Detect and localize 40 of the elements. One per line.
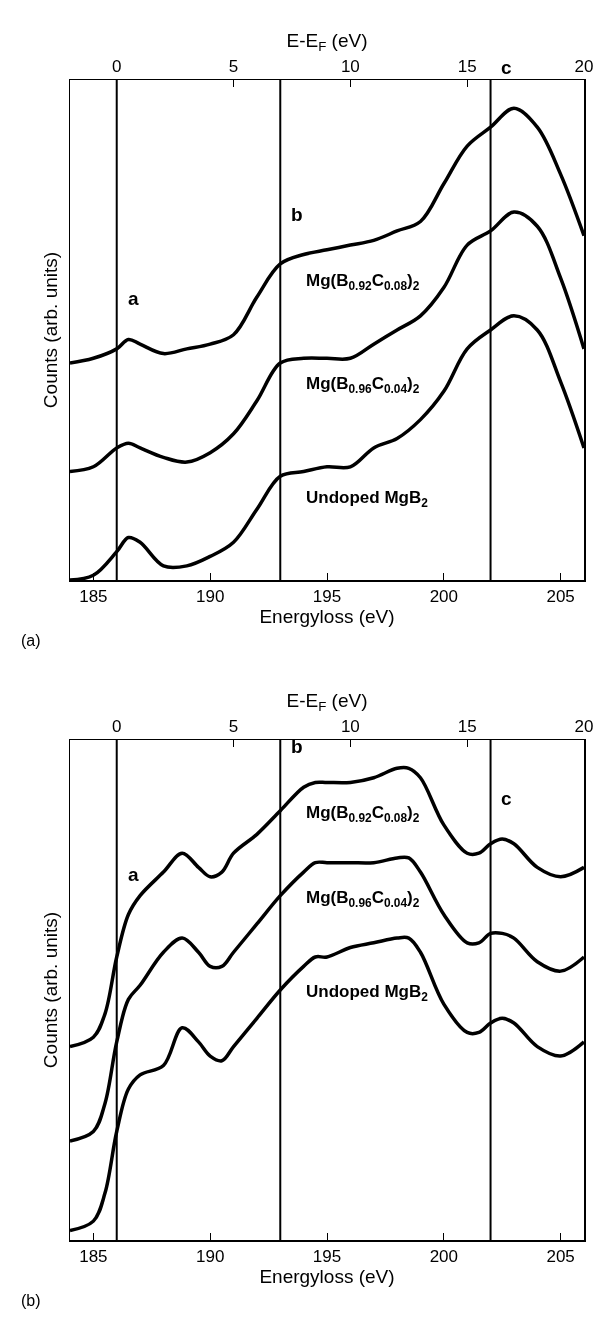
x-axis-title: Energyloss (eV) (259, 1265, 395, 1287)
x-tick-label: 190 (195, 586, 225, 606)
annotation: a (128, 864, 139, 885)
x2-tick-label: 5 (228, 56, 239, 76)
x-tick-label: 195 (312, 1246, 342, 1266)
series-label: Mg(B$_{0.92}$C$_{0.08}$)$_{2}$ (306, 271, 420, 293)
x2-tick-label: 15 (457, 56, 477, 76)
x2-tick-label: 0 (112, 56, 122, 76)
x-axis-title: Energyloss (eV) (259, 605, 395, 627)
x2-tick-label: 10 (340, 716, 360, 736)
series-label: Mg(B$_{0.96}$C$_{0.04}$)$_{2}$ (306, 888, 420, 910)
series-label: Mg(B$_{0.96}$C$_{0.04}$)$_{2}$ (306, 374, 420, 396)
series-label: Mg(B$_{0.92}$C$_{0.08}$)$_{2}$ (306, 803, 420, 825)
x2-tick-label: 15 (457, 716, 477, 736)
x-tick-label: 205 (546, 1246, 575, 1266)
text: (a) (21, 632, 41, 649)
text: (b) (21, 1292, 41, 1309)
x2-tick-label: 5 (228, 716, 239, 736)
x2-tick-label: 20 (574, 716, 594, 736)
x-tick-label: 205 (546, 586, 575, 606)
x-tick-label: 190 (195, 1246, 225, 1266)
x2-tick-label: 0 (112, 716, 122, 736)
y-axis-title: Counts (arb. units) (39, 251, 61, 409)
y-axis-title: Counts (arb. units) (39, 911, 61, 1069)
x-tick-label: 200 (429, 586, 459, 606)
annotation: b (291, 204, 303, 225)
x2-tick-label: 20 (574, 56, 594, 76)
annotation: c (501, 788, 512, 809)
series-label: Undoped MgB$_{2}$ (306, 488, 429, 510)
x2-axis-title: E-E$_{F}$ (eV) (286, 689, 368, 714)
x-tick-label: 185 (79, 1246, 108, 1266)
x2-axis-title: E-E$_{F}$ (eV) (286, 29, 368, 54)
series-label: Undoped MgB$_{2}$ (306, 982, 429, 1004)
x-tick-label: 200 (429, 1246, 459, 1266)
x2-tick-label: 10 (340, 56, 360, 76)
text: c (501, 57, 512, 78)
x-tick-label: 195 (312, 586, 342, 606)
x-tick-label: 185 (79, 586, 108, 606)
annotation: a (128, 288, 139, 309)
text: b (291, 736, 303, 757)
